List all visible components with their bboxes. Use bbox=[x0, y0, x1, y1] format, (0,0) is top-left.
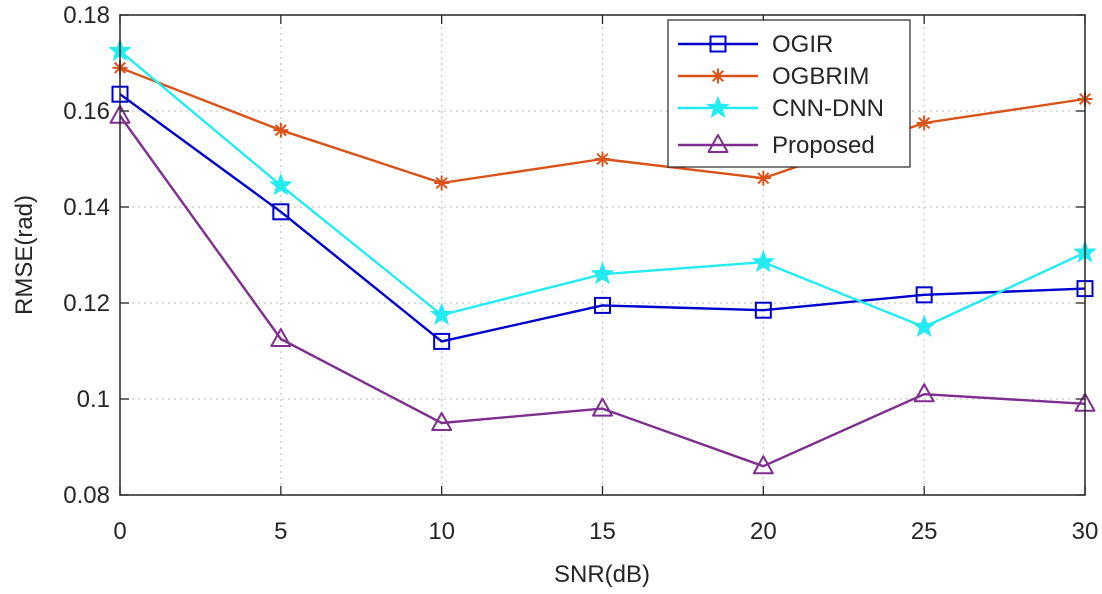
legend-label: OGIR bbox=[772, 31, 833, 58]
asterisk-stroke bbox=[918, 116, 931, 130]
x-tick-label: 20 bbox=[750, 518, 777, 545]
y-tick-label: 0.12 bbox=[63, 290, 110, 317]
series-ogir bbox=[111, 85, 1094, 350]
legend-label: OGBRIM bbox=[772, 63, 869, 90]
asterisk-stroke bbox=[274, 124, 287, 137]
x-tick-label: 15 bbox=[589, 518, 616, 545]
data-point-ogir bbox=[272, 203, 290, 221]
data-point-ogir bbox=[433, 332, 451, 350]
x-tick-label: 10 bbox=[428, 518, 455, 545]
data-point-ogir bbox=[754, 301, 772, 319]
data-point-proposed bbox=[752, 455, 774, 475]
legend-entry-cnn-dnn: CNN-DNN bbox=[678, 95, 884, 122]
data-point-proposed bbox=[592, 397, 613, 417]
data-point-ogbrim bbox=[273, 122, 289, 138]
legend-marker bbox=[707, 134, 729, 153]
legend-entry-ogbrim: OGBRIM bbox=[678, 63, 869, 90]
data-point-ogbrim bbox=[755, 170, 771, 186]
legend-marker bbox=[710, 68, 726, 84]
series-line-proposed bbox=[119, 115, 1086, 468]
legend: OGIR OGBRIM CNN-DNN Proposed bbox=[667, 19, 911, 168]
y-tick-label: 0.14 bbox=[63, 194, 110, 221]
data-point-proposed bbox=[913, 383, 935, 403]
series-proposed bbox=[109, 104, 1096, 475]
legend-marker bbox=[709, 35, 727, 53]
legend-entry-ogir: OGIR bbox=[678, 31, 833, 58]
data-point-ogir bbox=[594, 296, 611, 314]
data-point-cnn-dnn bbox=[751, 249, 776, 273]
x-tick-label: 25 bbox=[911, 518, 938, 545]
data-point-cnn-dnn bbox=[269, 172, 293, 196]
series-line-ogir bbox=[119, 93, 1086, 343]
x-tick-label: 0 bbox=[113, 518, 126, 545]
x-tick-label: 5 bbox=[274, 518, 287, 545]
data-point-cnn-dnn bbox=[590, 261, 615, 285]
legend-entry-proposed: Proposed bbox=[678, 132, 875, 159]
data-point-proposed bbox=[270, 328, 292, 347]
data-point-ogbrim bbox=[434, 175, 450, 191]
asterisk-stroke bbox=[435, 176, 448, 190]
asterisk-stroke bbox=[711, 69, 725, 83]
data-point-proposed bbox=[431, 412, 453, 431]
data-point-ogbrim bbox=[595, 151, 610, 167]
x-axis-label: SNR(dB) bbox=[554, 561, 650, 588]
y-tick-label: 0.1 bbox=[77, 386, 110, 413]
asterisk-stroke bbox=[596, 152, 609, 166]
tick-labels: 0 5 10 15 20 25 30 0.08 0.1 0.12 0.14 0.16 0.18 bbox=[63, 2, 1098, 545]
y-tick-label: 0.08 bbox=[63, 482, 110, 509]
legend-label: CNN-DNN bbox=[772, 95, 884, 122]
series-layer bbox=[108, 38, 1097, 475]
data-point-ogir bbox=[915, 286, 933, 304]
legend-marker bbox=[706, 95, 730, 119]
y-tick-label: 0.16 bbox=[63, 98, 110, 125]
data-point-ogbrim bbox=[916, 115, 932, 131]
x-tick-label: 30 bbox=[1072, 518, 1099, 545]
data-point-cnn-dnn bbox=[429, 302, 454, 326]
y-tick-label: 0.18 bbox=[63, 2, 110, 29]
data-point-cnn-dnn bbox=[912, 314, 936, 338]
ticks bbox=[119, 14, 1086, 496]
y-axis-label: RMSE(rad) bbox=[11, 195, 38, 315]
legend-label: Proposed bbox=[772, 132, 875, 159]
asterisk-stroke bbox=[757, 172, 770, 185]
